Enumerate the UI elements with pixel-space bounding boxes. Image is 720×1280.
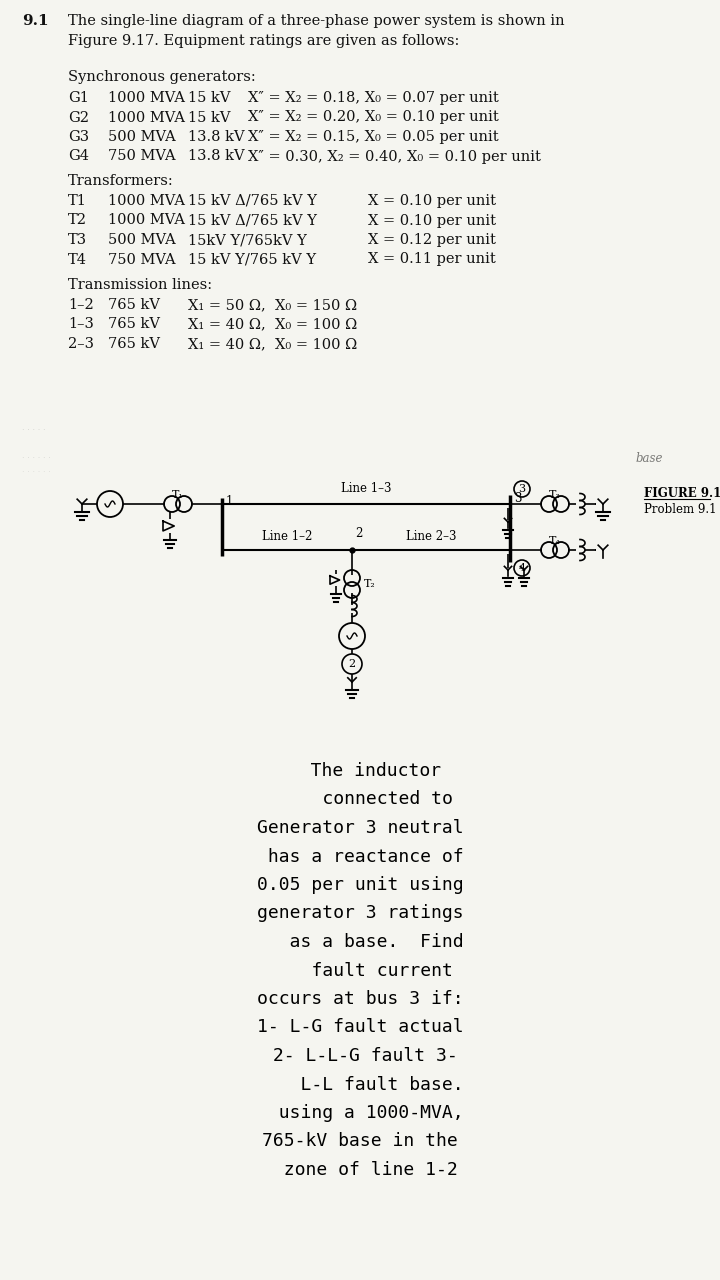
Text: T₄: T₄	[549, 536, 561, 547]
Text: . . . . . .: . . . . . .	[22, 451, 51, 460]
Text: generator 3 ratings: generator 3 ratings	[257, 905, 463, 923]
Text: X″ = X₂ = 0.20, X₀ = 0.10 per unit: X″ = X₂ = 0.20, X₀ = 0.10 per unit	[248, 110, 499, 124]
Text: 0.05 per unit using: 0.05 per unit using	[257, 876, 463, 893]
Text: 1000 MVA: 1000 MVA	[108, 195, 185, 207]
Text: X″ = X₂ = 0.18, X₀ = 0.07 per unit: X″ = X₂ = 0.18, X₀ = 0.07 per unit	[248, 91, 499, 105]
Text: Line 1–2: Line 1–2	[262, 530, 312, 543]
Text: T₂: T₂	[364, 579, 376, 589]
Text: connected to: connected to	[268, 791, 452, 809]
Text: Transformers:: Transformers:	[68, 174, 174, 188]
Text: 1000 MVA: 1000 MVA	[108, 91, 185, 105]
Text: 765 kV: 765 kV	[108, 317, 160, 332]
Text: . . . . .: . . . . .	[22, 422, 45, 431]
Text: 4: 4	[518, 563, 526, 573]
Text: T₃: T₃	[549, 490, 561, 500]
Text: X = 0.12 per unit: X = 0.12 per unit	[368, 233, 496, 247]
Text: 3: 3	[514, 492, 521, 506]
Text: 2–3: 2–3	[68, 337, 94, 351]
Text: zone of line 1-2: zone of line 1-2	[262, 1161, 458, 1179]
Text: 15 kV: 15 kV	[188, 91, 230, 105]
Text: 2- L-L-G fault 3-: 2- L-L-G fault 3-	[262, 1047, 458, 1065]
Text: occurs at bus 3 if:: occurs at bus 3 if:	[257, 989, 463, 1009]
Text: L-L fault base.: L-L fault base.	[257, 1075, 463, 1093]
Text: 13.8 kV: 13.8 kV	[188, 150, 245, 164]
Text: 15 kV Δ/765 kV Y: 15 kV Δ/765 kV Y	[188, 195, 317, 207]
Text: T4: T4	[68, 252, 87, 266]
Text: 1000 MVA: 1000 MVA	[108, 110, 185, 124]
Text: T3: T3	[68, 233, 87, 247]
Text: X₁ = 50 Ω,  X₀ = 150 Ω: X₁ = 50 Ω, X₀ = 150 Ω	[188, 298, 357, 312]
Text: T2: T2	[68, 214, 87, 228]
Text: 1: 1	[226, 495, 233, 508]
Text: G3: G3	[68, 131, 89, 143]
Text: 2: 2	[355, 527, 362, 540]
Text: Synchronous generators:: Synchronous generators:	[68, 70, 256, 84]
Text: X₁ = 40 Ω,  X₀ = 100 Ω: X₁ = 40 Ω, X₀ = 100 Ω	[188, 337, 357, 351]
Text: X″ = 0.30, X₂ = 0.40, X₀ = 0.10 per unit: X″ = 0.30, X₂ = 0.40, X₀ = 0.10 per unit	[248, 150, 541, 164]
Text: 765-kV base in the: 765-kV base in the	[262, 1133, 458, 1151]
Text: The single-line diagram of a three-phase power system is shown in
Figure 9.17. E: The single-line diagram of a three-phase…	[68, 14, 564, 47]
Text: 2: 2	[348, 659, 356, 669]
Text: Line 1–3: Line 1–3	[341, 483, 391, 495]
Text: 1- L-G fault actual: 1- L-G fault actual	[257, 1019, 463, 1037]
Text: G4: G4	[68, 150, 89, 164]
Text: X″ = X₂ = 0.15, X₀ = 0.05 per unit: X″ = X₂ = 0.15, X₀ = 0.05 per unit	[248, 131, 499, 143]
Text: Line 2–3: Line 2–3	[406, 530, 456, 543]
Text: G2: G2	[68, 110, 89, 124]
Text: using a 1000-MVA,: using a 1000-MVA,	[257, 1103, 463, 1123]
Text: 750 MVA: 750 MVA	[108, 252, 176, 266]
Text: X = 0.10 per unit: X = 0.10 per unit	[368, 214, 496, 228]
Text: 15 kV: 15 kV	[188, 110, 230, 124]
Text: . . . . . .: . . . . . .	[22, 465, 51, 474]
Text: has a reactance of: has a reactance of	[257, 847, 463, 865]
Text: 9.1: 9.1	[22, 14, 49, 28]
Text: 500 MVA: 500 MVA	[108, 233, 176, 247]
Text: 15kV Y/765kV Y: 15kV Y/765kV Y	[188, 233, 307, 247]
Text: G1: G1	[68, 91, 89, 105]
Text: 15 kV Y/765 kV Y: 15 kV Y/765 kV Y	[188, 252, 316, 266]
Text: 750 MVA: 750 MVA	[108, 150, 176, 164]
Text: Transmission lines:: Transmission lines:	[68, 278, 212, 292]
Text: X = 0.10 per unit: X = 0.10 per unit	[368, 195, 496, 207]
Text: X₁ = 40 Ω,  X₀ = 100 Ω: X₁ = 40 Ω, X₀ = 100 Ω	[188, 317, 357, 332]
Text: 1–3: 1–3	[68, 317, 94, 332]
Text: FIGURE 9.17: FIGURE 9.17	[644, 486, 720, 500]
Text: The inductor: The inductor	[279, 762, 441, 780]
Text: 3: 3	[518, 484, 526, 494]
Text: Generator 3 neutral: Generator 3 neutral	[257, 819, 463, 837]
Text: 765 kV: 765 kV	[108, 298, 160, 312]
Text: 1–2: 1–2	[68, 298, 94, 312]
Text: T1: T1	[68, 195, 87, 207]
Text: 15 kV Δ/765 kV Y: 15 kV Δ/765 kV Y	[188, 214, 317, 228]
Text: Problem 9.1: Problem 9.1	[644, 503, 716, 516]
Text: 765 kV: 765 kV	[108, 337, 160, 351]
Text: 13.8 kV: 13.8 kV	[188, 131, 245, 143]
Text: base: base	[635, 452, 662, 465]
Text: T₁: T₁	[172, 490, 184, 500]
Text: X = 0.11 per unit: X = 0.11 per unit	[368, 252, 496, 266]
Text: 1000 MVA: 1000 MVA	[108, 214, 185, 228]
Text: as a base.  Find: as a base. Find	[257, 933, 463, 951]
Text: 500 MVA: 500 MVA	[108, 131, 176, 143]
Text: fault current: fault current	[268, 961, 452, 979]
